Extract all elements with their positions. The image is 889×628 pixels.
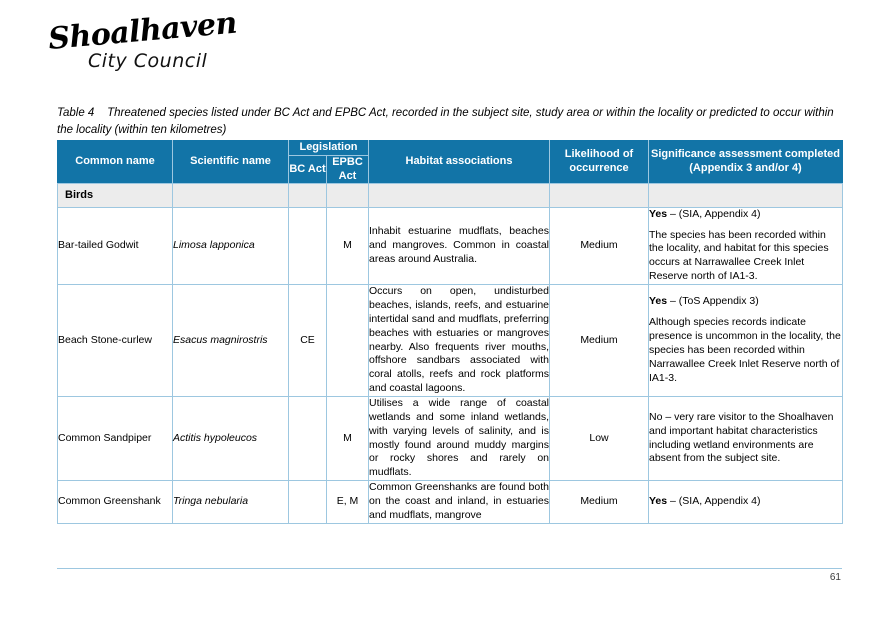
verdict-reference: – (ToS Appendix 3) xyxy=(667,295,759,308)
cell-significance: No – very rare visitor to the Shoalhaven… xyxy=(648,395,843,482)
threatened-species-table: Common name Scientific name Legislation … xyxy=(57,139,843,524)
table-row: Common Greenshank Tringa nebularia E, M … xyxy=(57,480,843,524)
cell-significance: Yes – (SIA, Appendix 4) xyxy=(648,480,843,524)
th-significance-assessment: Significance assessment completed (Appen… xyxy=(648,139,843,185)
page-number: 61 xyxy=(829,572,841,583)
table-caption-text: Threatened species listed under BC Act a… xyxy=(57,107,834,136)
shoalhaven-city-council-logo: Shoalhaven City Council xyxy=(47,6,308,80)
cell-bc-act xyxy=(288,480,327,524)
cell-habitat: Utilises a wide range of coastal wetland… xyxy=(368,395,550,482)
th-bc-act: BC Act xyxy=(288,154,327,185)
th-common-name: Common name xyxy=(57,139,173,185)
significance-detail: The species has been recorded within the… xyxy=(649,228,829,283)
th-epbc-act: EPBC Act xyxy=(326,154,369,185)
significance-verdict-line: Yes – (SIA, Appendix 4) xyxy=(649,208,842,222)
cell-bc-act xyxy=(288,206,327,286)
cell-scientific-name: Actitis hypoleucos xyxy=(172,395,289,482)
group-cell-filler xyxy=(172,183,289,208)
cell-common-name: Common Sandpiper xyxy=(57,395,173,482)
cell-common-name: Bar-tailed Godwit xyxy=(57,206,173,286)
cell-habitat: Common Greenshanks are found both on the… xyxy=(368,480,550,524)
verdict-text: Yes xyxy=(649,494,668,507)
cell-habitat: Inhabit estuarine mudflats, beaches and … xyxy=(368,206,550,286)
table-header-row-1: Common name Scientific name Legislation … xyxy=(57,139,843,185)
cell-likelihood: Low xyxy=(549,395,649,482)
group-cell-filler xyxy=(648,183,843,208)
group-cell-filler xyxy=(368,183,550,208)
table-group-row-birds: Birds xyxy=(57,183,843,208)
cell-epbc-act xyxy=(326,284,369,397)
cell-bc-act xyxy=(288,395,327,482)
significance-verdict-line: Yes – (ToS Appendix 3) xyxy=(649,295,842,309)
cell-common-name: Common Greenshank xyxy=(57,480,173,524)
footer-divider xyxy=(57,568,842,569)
significance-detail: Although species records indicate presen… xyxy=(649,316,841,384)
table-body: Birds Bar-tailed Godwit Limosa lapponica… xyxy=(57,183,843,524)
verdict-text: Yes xyxy=(649,295,668,308)
cell-epbc-act: E, M xyxy=(326,480,369,524)
cell-significance: Yes – (ToS Appendix 3) Although species … xyxy=(648,284,843,397)
table-header-row-2: BC Act EPBC Act xyxy=(58,154,843,185)
verdict-text: Yes xyxy=(649,207,668,220)
cell-bc-act: CE xyxy=(288,284,327,397)
table-row: Beach Stone-curlew Esacus magnirostris C… xyxy=(57,284,843,397)
cell-likelihood: Medium xyxy=(549,480,649,524)
table-header: Common name Scientific name Legislation … xyxy=(57,139,843,185)
cell-habitat: Occurs on open, undisturbed beaches, isl… xyxy=(368,284,550,397)
threatened-species-table-wrapper: Common name Scientific name Legislation … xyxy=(57,139,843,524)
cell-likelihood: Medium xyxy=(549,206,649,286)
group-cell-filler xyxy=(326,183,369,208)
th-legislation: Legislation xyxy=(288,140,369,156)
cell-scientific-name: Limosa lapponica xyxy=(172,206,289,286)
significance-verdict-line: Yes – (SIA, Appendix 4) xyxy=(649,495,842,509)
table-row: Bar-tailed Godwit Limosa lapponica M Inh… xyxy=(57,206,843,286)
cell-significance: Yes – (SIA, Appendix 4) The species has … xyxy=(648,206,843,286)
table-caption-label: Table 4 xyxy=(57,107,95,119)
group-cell-filler xyxy=(549,183,649,208)
group-label-birds: Birds xyxy=(57,183,173,208)
significance-verdict-line: No – very rare visitor to the Shoalhaven… xyxy=(649,410,834,465)
th-scientific-name: Scientific name xyxy=(172,139,289,185)
th-habitat-associations: Habitat associations xyxy=(368,139,550,185)
cell-likelihood: Medium xyxy=(549,284,649,397)
cell-scientific-name: Esacus magnirostris xyxy=(172,284,289,397)
verdict-reference: – (SIA, Appendix 4) xyxy=(667,207,761,220)
cell-scientific-name: Tringa nebularia xyxy=(172,480,289,524)
cell-epbc-act: M xyxy=(326,206,369,286)
table-row: Common Sandpiper Actitis hypoleucos M Ut… xyxy=(57,395,843,482)
cell-epbc-act: M xyxy=(326,395,369,482)
table-caption: Table 4 Threatened species listed under … xyxy=(57,105,847,138)
cell-common-name: Beach Stone-curlew xyxy=(57,284,173,397)
group-cell-filler xyxy=(288,183,327,208)
logo-subtext: City Council xyxy=(88,50,208,72)
th-likelihood-of-occurrence: Likelihood of occurrence xyxy=(549,139,649,185)
verdict-reference: – (SIA, Appendix 4) xyxy=(667,494,761,507)
